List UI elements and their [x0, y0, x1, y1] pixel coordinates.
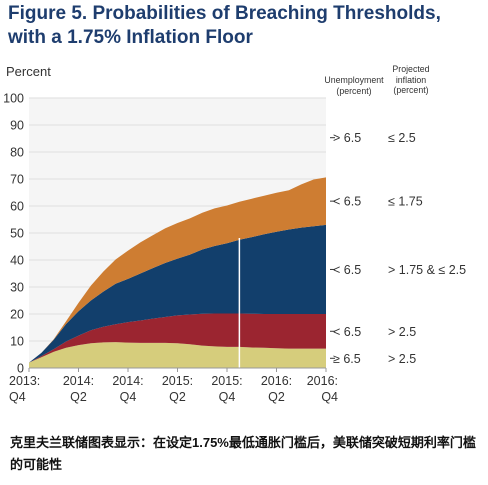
x-tick-quarter-6: Q2 — [169, 390, 186, 404]
band-inflation-label-1: > 2.5 — [388, 352, 416, 366]
x-tick-quarter-0: Q4 — [9, 390, 26, 404]
y-tick-label-40: 40 — [10, 254, 24, 268]
inflation-header-line-2: inflation — [395, 74, 427, 85]
y-axis-label: Percent — [6, 64, 51, 79]
x-tick-quarter-10: Q2 — [268, 390, 285, 404]
chart-title-line-1: Figure 5. Probabilities of Breaching Thr… — [8, 3, 441, 24]
area-band-2 — [29, 313, 326, 363]
x-tick-quarter-2: Q2 — [70, 390, 87, 404]
y-tick-label-90: 90 — [10, 119, 24, 133]
chart-title: Figure 5. Probabilities of Breaching Thr… — [8, 2, 486, 50]
y-tick-label-20: 20 — [10, 308, 24, 322]
x-tick-quarter-4: Q4 — [120, 390, 137, 404]
band-unemployment-label-4: < 6.5 — [333, 195, 361, 209]
area-band-3 — [29, 224, 326, 363]
unemployment-header-line-2: (percent) — [336, 85, 372, 96]
x-tick-label-0: 2013: — [9, 374, 40, 388]
x-tick-label-4: 2014: — [112, 374, 143, 388]
band-inflation-label-4: ≤ 1.75 — [388, 195, 423, 209]
band-inflation-label-5: ≤ 2.5 — [388, 131, 416, 145]
band-unemployment-label-3: < 6.5 — [333, 263, 361, 277]
y-tick-label-60: 60 — [10, 200, 24, 214]
inflation-header-line-1: Projected — [392, 64, 430, 74]
stacked-area-chart: 0 10 20 30 40 50 60 70 80 90 100 2013: Q4 2014: Q2 2014… — [3, 92, 466, 405]
chart-caption: 克里夫兰联储图表显示：在设定1.75%最低通胀门槛后，美联储突破短期利率门槛的可… — [10, 435, 476, 472]
y-tick-label-70: 70 — [10, 173, 24, 187]
y-tick-label-80: 80 — [10, 146, 24, 160]
y-tick-label-0: 0 — [17, 362, 24, 376]
x-tick-quarter-8: Q4 — [219, 390, 236, 404]
unemployment-column-header: Unemployment (percent) — [318, 75, 390, 96]
y-tick-label-50: 50 — [10, 227, 24, 241]
y-tick-label-100: 100 — [3, 92, 24, 106]
inflation-column-header: Projected inflation (percent) — [385, 64, 437, 96]
inflation-header-line-3: (percent) — [393, 85, 429, 95]
band-unemployment-label-1: ≥ 6.5 — [333, 352, 361, 366]
band-unemployment-label-5: > 6.5 — [333, 131, 361, 145]
y-tick-label-30: 30 — [10, 281, 24, 295]
x-tick-label-6: 2015: — [162, 374, 193, 388]
chart-title-line-2: with a 1.75% Inflation Floor — [8, 27, 253, 48]
band-unemployment-label-2: < 6.5 — [333, 325, 361, 339]
x-tick-quarter-12: Q4 — [321, 390, 338, 404]
x-tick-label-2: 2014: — [63, 374, 94, 388]
y-tick-label-10: 10 — [10, 335, 24, 349]
area-band-4 — [29, 177, 326, 363]
band-inflation-label-3: > 1.75 & ≤ 2.5 — [388, 263, 466, 277]
band-inflation-label-2: > 2.5 — [388, 325, 416, 339]
unemployment-header-line-1: Unemployment — [324, 75, 384, 85]
area-band-1 — [29, 342, 326, 368]
x-tick-label-8: 2015: — [211, 374, 242, 388]
x-tick-label-10: 2016: — [261, 374, 292, 388]
x-tick-label-12: 2016: — [307, 374, 338, 388]
